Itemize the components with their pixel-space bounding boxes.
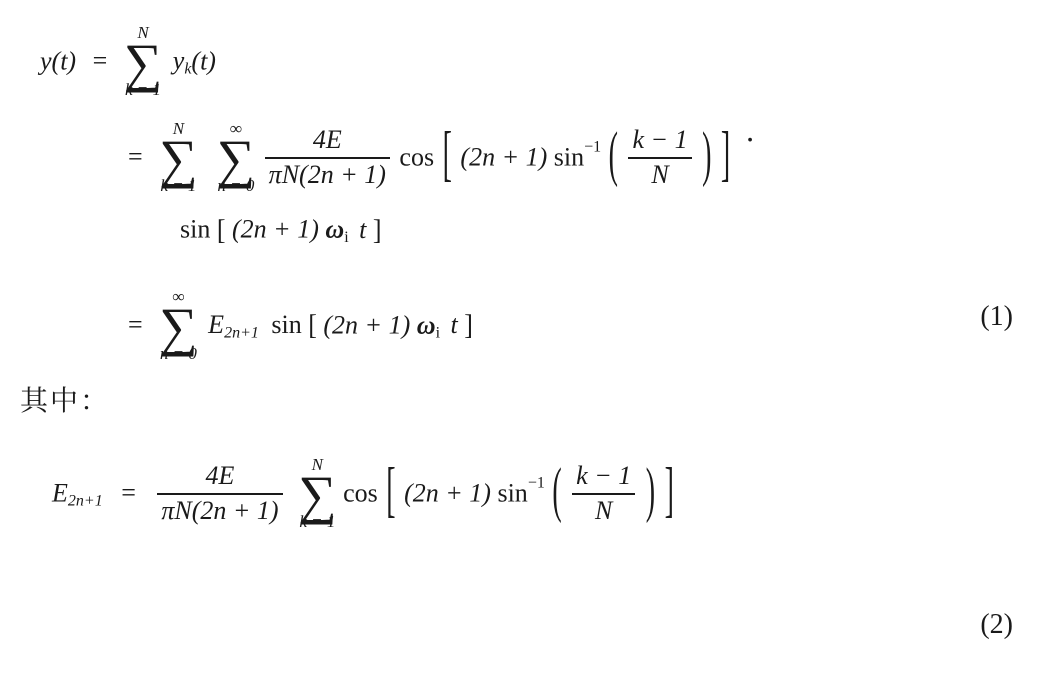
k-fraction-2: k − 1 N bbox=[569, 462, 638, 525]
sin-fn: sin bbox=[271, 310, 301, 339]
frac-den: πN(2n + 1) bbox=[161, 496, 278, 525]
equation-number-2: (2) bbox=[980, 610, 1013, 641]
t-var: t bbox=[451, 310, 458, 339]
sigma-icon: ∑ bbox=[217, 137, 256, 181]
frac-num: k − 1 bbox=[632, 125, 687, 154]
E-lhs: E bbox=[52, 478, 68, 507]
eq-line-3: sin [ (2n + 1) ωi t ] bbox=[180, 214, 382, 247]
cos-fn: cos bbox=[343, 478, 378, 507]
cjk-where-label: 其中： bbox=[20, 384, 110, 415]
sum-n-2: ∞ ∑ n = 0 bbox=[217, 120, 256, 195]
frac-num: k − 1 bbox=[576, 461, 631, 490]
cos-fn: cos bbox=[399, 142, 434, 171]
sin-fn: sin bbox=[180, 215, 210, 244]
left-bracket-icon: [ bbox=[386, 460, 395, 528]
E-sub: 2n+1 bbox=[224, 325, 259, 342]
y-term: y bbox=[173, 46, 185, 75]
frac-den: N bbox=[595, 496, 612, 525]
two-n-plus-1: (2n + 1) bbox=[323, 310, 410, 339]
y-arg: (t) bbox=[191, 46, 216, 75]
right-paren-icon: ) bbox=[702, 124, 711, 192]
sum-lower: k = 1 bbox=[124, 81, 163, 100]
frac-den: πN(2n + 1) bbox=[269, 160, 386, 189]
sigma-icon: ∑ bbox=[124, 41, 163, 85]
omega: ω bbox=[325, 215, 344, 244]
equation-page: y(t) = N ∑ k = 1 yk(t) = N ∑ k = 1 ∞ ∑ n… bbox=[0, 0, 1045, 676]
left-bracket-icon: [ bbox=[443, 124, 452, 192]
equals-4: = bbox=[121, 478, 136, 507]
E-lhs-sub: 2n+1 bbox=[68, 493, 103, 510]
sum-lower: k = 1 bbox=[159, 177, 198, 196]
sum-lower: n = 0 bbox=[217, 177, 256, 196]
two-n-plus-1: (2n + 1) bbox=[404, 478, 491, 507]
omega-sub: i bbox=[436, 325, 440, 342]
coeff-fraction: 4E πN(2n + 1) bbox=[262, 126, 393, 189]
left-paren-icon: ( bbox=[552, 460, 561, 528]
sum-k-1: N ∑ k = 1 bbox=[124, 24, 163, 99]
equation-number-1: (1) bbox=[980, 302, 1013, 333]
right-bracket-icon: ] bbox=[665, 460, 674, 528]
sigma-icon: ∑ bbox=[159, 305, 198, 349]
sin-inv: sin bbox=[497, 478, 527, 507]
two-n-plus-1: (2n + 1) bbox=[460, 142, 547, 171]
right-bracket-icon: ] bbox=[721, 124, 730, 192]
sum-n-3: ∞ ∑ n = 0 bbox=[159, 288, 198, 363]
left-bracket-icon: [ bbox=[217, 214, 226, 245]
eq-line-2: = N ∑ k = 1 ∞ ∑ n = 0 4E πN(2n + 1) cos … bbox=[128, 120, 755, 195]
eq-line-1: y(t) = N ∑ k = 1 yk(t) bbox=[40, 24, 216, 99]
sin-inv: sin bbox=[554, 142, 584, 171]
frac-num: 4E bbox=[206, 461, 235, 490]
right-paren-icon: ) bbox=[646, 460, 655, 528]
cdot-icon: · bbox=[745, 121, 756, 157]
E-coeff: E bbox=[208, 310, 224, 339]
k-fraction: k − 1 N bbox=[625, 126, 694, 189]
eq-line-4: = ∞ ∑ n = 0 E2n+1 sin [ (2n + 1) ωi t ] bbox=[128, 288, 473, 363]
frac-num: 4E bbox=[313, 125, 342, 154]
sin-inv-sup: −1 bbox=[528, 475, 545, 492]
sigma-icon: ∑ bbox=[298, 473, 337, 517]
sum-lower: n = 0 bbox=[159, 345, 198, 364]
frac-den: N bbox=[651, 160, 668, 189]
left-paren-icon: ( bbox=[609, 124, 618, 192]
sin-inv-sup: −1 bbox=[584, 139, 601, 156]
equals-1: = bbox=[93, 46, 108, 75]
sum-k-2: N ∑ k = 1 bbox=[159, 120, 198, 195]
t-var: t bbox=[359, 215, 366, 244]
equals-3: = bbox=[128, 310, 143, 339]
coeff-fraction-2: 4E πN(2n + 1) bbox=[154, 462, 285, 525]
sum-lower: k = 1 bbox=[298, 513, 337, 532]
lhs-y-of-t: y(t) bbox=[40, 46, 76, 75]
left-bracket-icon: [ bbox=[308, 310, 317, 341]
equals-2: = bbox=[128, 142, 143, 171]
eq-line-5: E2n+1 = 4E πN(2n + 1) N ∑ k = 1 cos [ (2… bbox=[52, 456, 676, 531]
sigma-icon: ∑ bbox=[159, 137, 198, 181]
two-n-plus-1: (2n + 1) bbox=[232, 215, 319, 244]
sum-k-3: N ∑ k = 1 bbox=[298, 456, 337, 531]
omega: ω bbox=[417, 310, 436, 339]
omega-sub: i bbox=[344, 229, 348, 246]
right-bracket-icon: ] bbox=[464, 310, 473, 341]
right-bracket-icon: ] bbox=[373, 214, 382, 245]
